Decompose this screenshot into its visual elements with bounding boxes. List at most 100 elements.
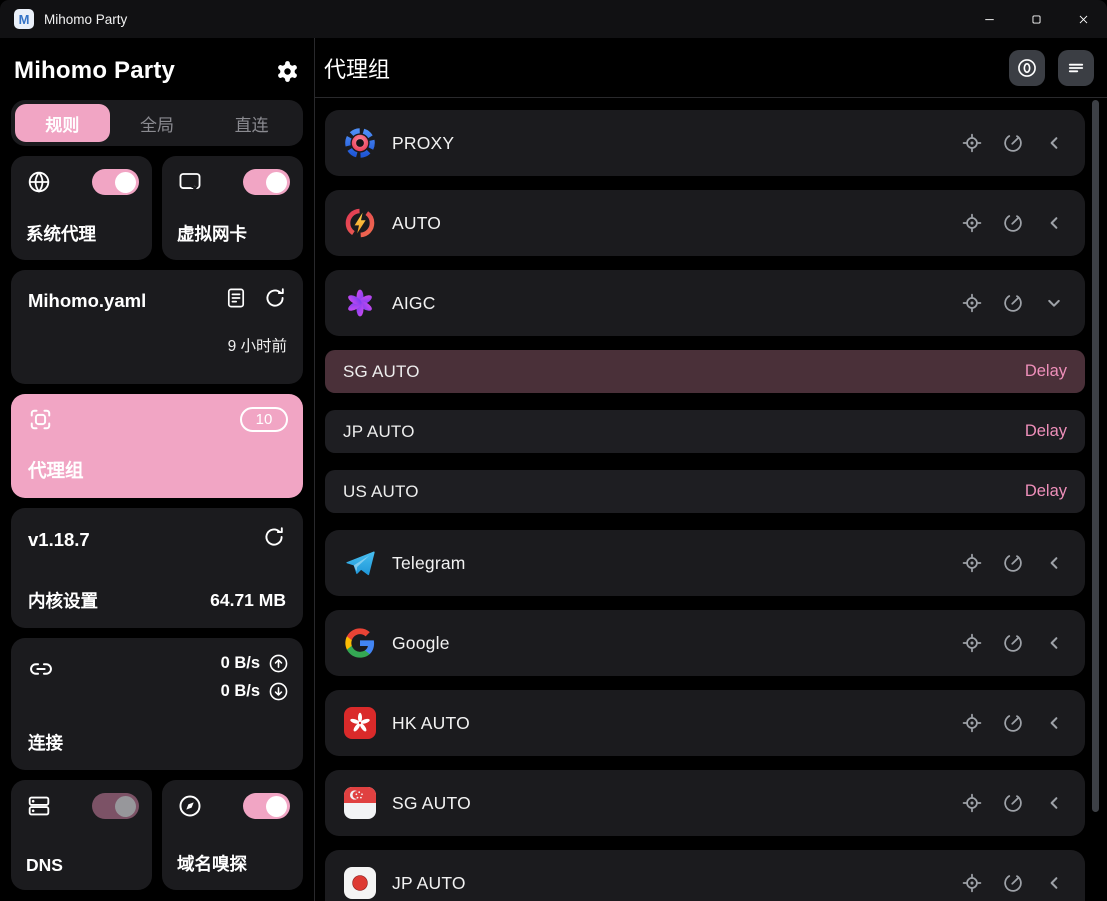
system-proxy-card[interactable]: 系统代理 bbox=[11, 156, 152, 260]
delay-button[interactable]: Delay bbox=[1024, 422, 1067, 440]
core-memory-usage: 64.71 MB bbox=[210, 590, 286, 610]
minimize-button[interactable] bbox=[966, 0, 1013, 38]
proxy-group-name: Google bbox=[392, 632, 450, 653]
proxy-group-name: SG AUTO bbox=[392, 792, 471, 813]
connections-card[interactable]: 0 B/s 0 B/s 连接 bbox=[11, 638, 303, 770]
arrow-up-circle-icon bbox=[269, 654, 288, 673]
circle-zero-icon bbox=[1018, 58, 1036, 77]
jp-flag-icon bbox=[344, 867, 376, 899]
dns-card[interactable]: DNS bbox=[11, 780, 152, 890]
proxy-item-row[interactable]: US AUTO Delay bbox=[325, 470, 1085, 513]
speed-test-icon[interactable] bbox=[1002, 632, 1024, 654]
main-header: 代理组 bbox=[315, 38, 1107, 98]
sidebar-divider bbox=[314, 38, 315, 901]
proxy-group-row[interactable]: SG AUTO bbox=[325, 770, 1085, 836]
proxy-groups-card[interactable]: 10 代理组 bbox=[11, 394, 303, 498]
openai-logo-icon bbox=[344, 287, 376, 319]
download-speed: 0 B/s bbox=[220, 682, 260, 700]
delay-button[interactable]: Delay bbox=[1024, 362, 1067, 380]
proxy-item-name: JP AUTO bbox=[343, 421, 415, 441]
delay-button[interactable]: Delay bbox=[1024, 482, 1067, 500]
proxy-item-name: US AUTO bbox=[343, 481, 419, 501]
upload-speed: 0 B/s bbox=[220, 654, 260, 672]
speed-test-icon[interactable] bbox=[1002, 212, 1024, 234]
proxy-groups-count-badge: 10 bbox=[240, 407, 288, 432]
core-settings-card[interactable]: v1.18.7 内核设置 64.71 MB bbox=[11, 508, 303, 628]
zero-circle-button[interactable] bbox=[1009, 49, 1045, 86]
proxy-group-name: PROXY bbox=[392, 132, 455, 153]
titlebar: M Mihomo Party bbox=[0, 0, 1107, 38]
profile-document-icon[interactable] bbox=[224, 286, 248, 315]
chevron-left-icon[interactable] bbox=[1043, 552, 1065, 574]
dns-toggle[interactable] bbox=[92, 793, 139, 819]
speed-test-icon[interactable] bbox=[1002, 792, 1024, 814]
locate-icon[interactable] bbox=[961, 552, 983, 574]
profile-updated-time: 9 小时前 bbox=[227, 338, 287, 355]
proxy-group-row[interactable]: HK AUTO bbox=[325, 690, 1085, 756]
proxy-item-list: SG AUTO Delay JP AUTO Delay US AUTO Delay bbox=[325, 350, 1085, 513]
speed-test-icon[interactable] bbox=[1002, 552, 1024, 574]
main-panel: 代理组 PROXY AUTO AIGC SG AUTO Delay JP AUTO Dela… bbox=[315, 38, 1107, 901]
core-version: v1.18.7 bbox=[28, 528, 90, 550]
chevron-left-icon[interactable] bbox=[1043, 712, 1065, 734]
proxy-group-row[interactable]: Telegram bbox=[325, 530, 1085, 596]
proxy-item-name: SG AUTO bbox=[343, 361, 420, 381]
proxy-group-row[interactable]: AIGC bbox=[325, 270, 1085, 336]
proxy-group-name: Telegram bbox=[392, 552, 466, 573]
system-proxy-label: 系统代理 bbox=[26, 224, 96, 244]
locate-icon[interactable] bbox=[961, 712, 983, 734]
tun-label: 虚拟网卡 bbox=[177, 224, 247, 244]
proxy-item-row[interactable]: SG AUTO Delay bbox=[325, 350, 1085, 393]
proxy-groups-label: 代理组 bbox=[28, 460, 84, 481]
chevron-left-icon[interactable] bbox=[1043, 632, 1065, 654]
system-proxy-toggle[interactable] bbox=[92, 169, 139, 195]
scrollbar-thumb[interactable] bbox=[1092, 100, 1099, 812]
tun-card[interactable]: 虚拟网卡 bbox=[162, 156, 303, 260]
locate-icon[interactable] bbox=[961, 632, 983, 654]
proxy-group-row[interactable]: JP AUTO bbox=[325, 850, 1085, 901]
speed-test-icon[interactable] bbox=[1002, 712, 1024, 734]
speed-test-icon[interactable] bbox=[1002, 872, 1024, 894]
locate-icon[interactable] bbox=[961, 212, 983, 234]
proxy-group-name: HK AUTO bbox=[392, 712, 470, 733]
speed-test-icon[interactable] bbox=[1002, 292, 1024, 314]
sidebar: Mihomo Party 规则 全局 直连 bbox=[0, 38, 314, 901]
maximize-button[interactable] bbox=[1013, 0, 1060, 38]
locate-icon[interactable] bbox=[961, 132, 983, 154]
chevron-left-icon[interactable] bbox=[1043, 132, 1065, 154]
speed-test-icon[interactable] bbox=[1002, 132, 1024, 154]
proxy-group-name: AUTO bbox=[392, 212, 442, 233]
profile-refresh-icon[interactable] bbox=[263, 286, 287, 315]
virtual-nic-icon bbox=[177, 169, 203, 200]
sniff-toggle[interactable] bbox=[243, 793, 290, 819]
arrow-down-circle-icon bbox=[269, 682, 288, 701]
chevron-left-icon[interactable] bbox=[1043, 872, 1065, 894]
chevron-down-icon[interactable] bbox=[1043, 292, 1065, 314]
sniff-label: 域名嗅探 bbox=[177, 854, 247, 874]
list-layout-button[interactable] bbox=[1058, 49, 1094, 86]
chevron-left-icon[interactable] bbox=[1043, 212, 1065, 234]
titlebar-title: Mihomo Party bbox=[44, 11, 128, 27]
proxy-group-row[interactable]: Google bbox=[325, 610, 1085, 676]
sidebar-app-title: Mihomo Party bbox=[14, 57, 176, 84]
tab-global[interactable]: 全局 bbox=[140, 115, 174, 135]
locate-icon[interactable] bbox=[961, 872, 983, 894]
settings-gear-icon[interactable] bbox=[275, 59, 300, 84]
globe-icon bbox=[26, 169, 52, 200]
proxy-item-row[interactable]: JP AUTO Delay bbox=[325, 410, 1085, 453]
proxy-group-row[interactable]: PROXY bbox=[325, 110, 1085, 176]
profile-card[interactable]: Mihomo.yaml 9 小时前 bbox=[11, 270, 303, 384]
google-logo-icon bbox=[344, 627, 376, 659]
tab-direct[interactable]: 直连 bbox=[234, 115, 269, 135]
locate-icon[interactable] bbox=[961, 792, 983, 814]
dns-label: DNS bbox=[26, 855, 63, 875]
tab-rule[interactable]: 规则 bbox=[15, 104, 110, 142]
proxy-group-row[interactable]: AUTO bbox=[325, 190, 1085, 256]
core-refresh-icon[interactable] bbox=[262, 525, 286, 554]
close-button[interactable] bbox=[1060, 0, 1107, 38]
tun-toggle[interactable] bbox=[243, 169, 290, 195]
locate-icon[interactable] bbox=[961, 292, 983, 314]
chevron-left-icon[interactable] bbox=[1043, 792, 1065, 814]
sniff-card[interactable]: 域名嗅探 bbox=[162, 780, 303, 890]
